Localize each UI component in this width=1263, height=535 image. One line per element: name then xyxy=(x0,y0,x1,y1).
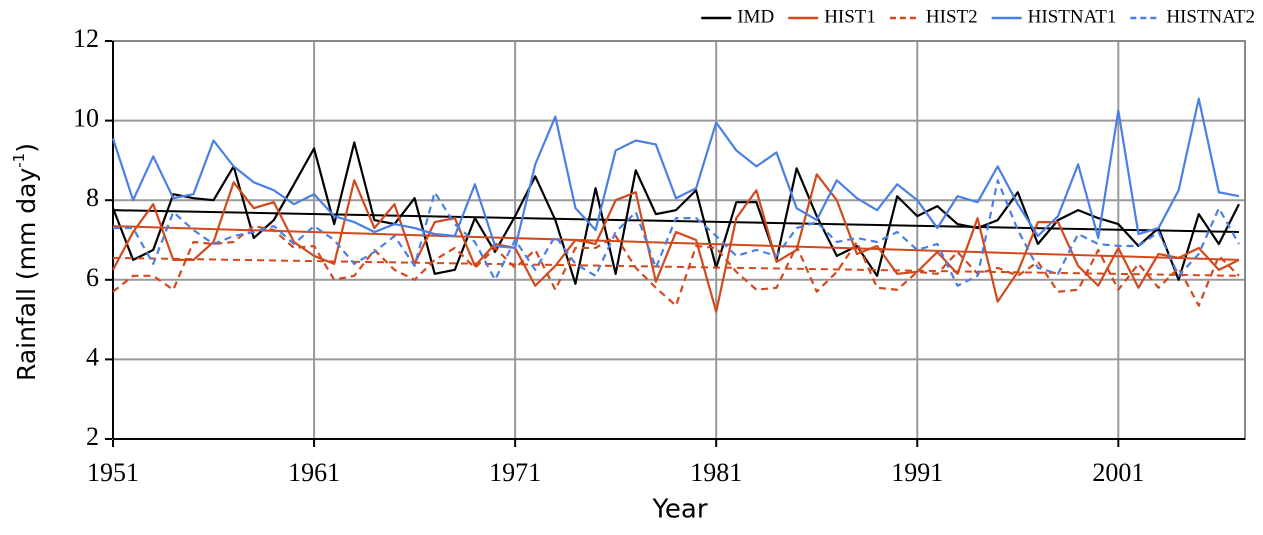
y-label-sup: -1 xyxy=(10,153,28,168)
y-tick-label: 2 xyxy=(86,422,99,451)
x-axis-label: Year xyxy=(651,495,707,525)
trend-line xyxy=(112,256,1239,277)
series-line xyxy=(113,179,1240,287)
series-line xyxy=(112,224,1240,307)
series-line xyxy=(111,97,1240,250)
y-axis-label: Rainfall (mm day-1) xyxy=(10,143,42,381)
y-tick-label: 8 xyxy=(86,183,99,212)
x-tick-label: 2001 xyxy=(1092,458,1144,487)
x-tick-label: 1971 xyxy=(489,458,541,487)
y-tick-label: 4 xyxy=(86,342,99,371)
legend-label: HISTNAT1 xyxy=(1028,6,1117,27)
y-tick-label: 6 xyxy=(86,263,99,292)
legend-label: HISTNAT2 xyxy=(1166,6,1255,27)
trend-line xyxy=(112,225,1239,261)
y-tick-label: 10 xyxy=(73,104,99,133)
y-label-end: ) xyxy=(12,143,41,153)
legend-label: HIST1 xyxy=(824,6,876,27)
x-tick-label: 1981 xyxy=(690,458,742,487)
y-label-text: Rainfall (mm day xyxy=(12,168,41,381)
x-tick-label: 1991 xyxy=(891,458,943,487)
y-tick-label: 12 xyxy=(73,24,99,53)
legend-label: IMD xyxy=(737,6,774,27)
x-tick-label: 1961 xyxy=(288,458,340,487)
trend-line xyxy=(112,209,1239,234)
legend-label: HIST2 xyxy=(926,6,978,27)
x-tick-label: 1951 xyxy=(87,458,139,487)
